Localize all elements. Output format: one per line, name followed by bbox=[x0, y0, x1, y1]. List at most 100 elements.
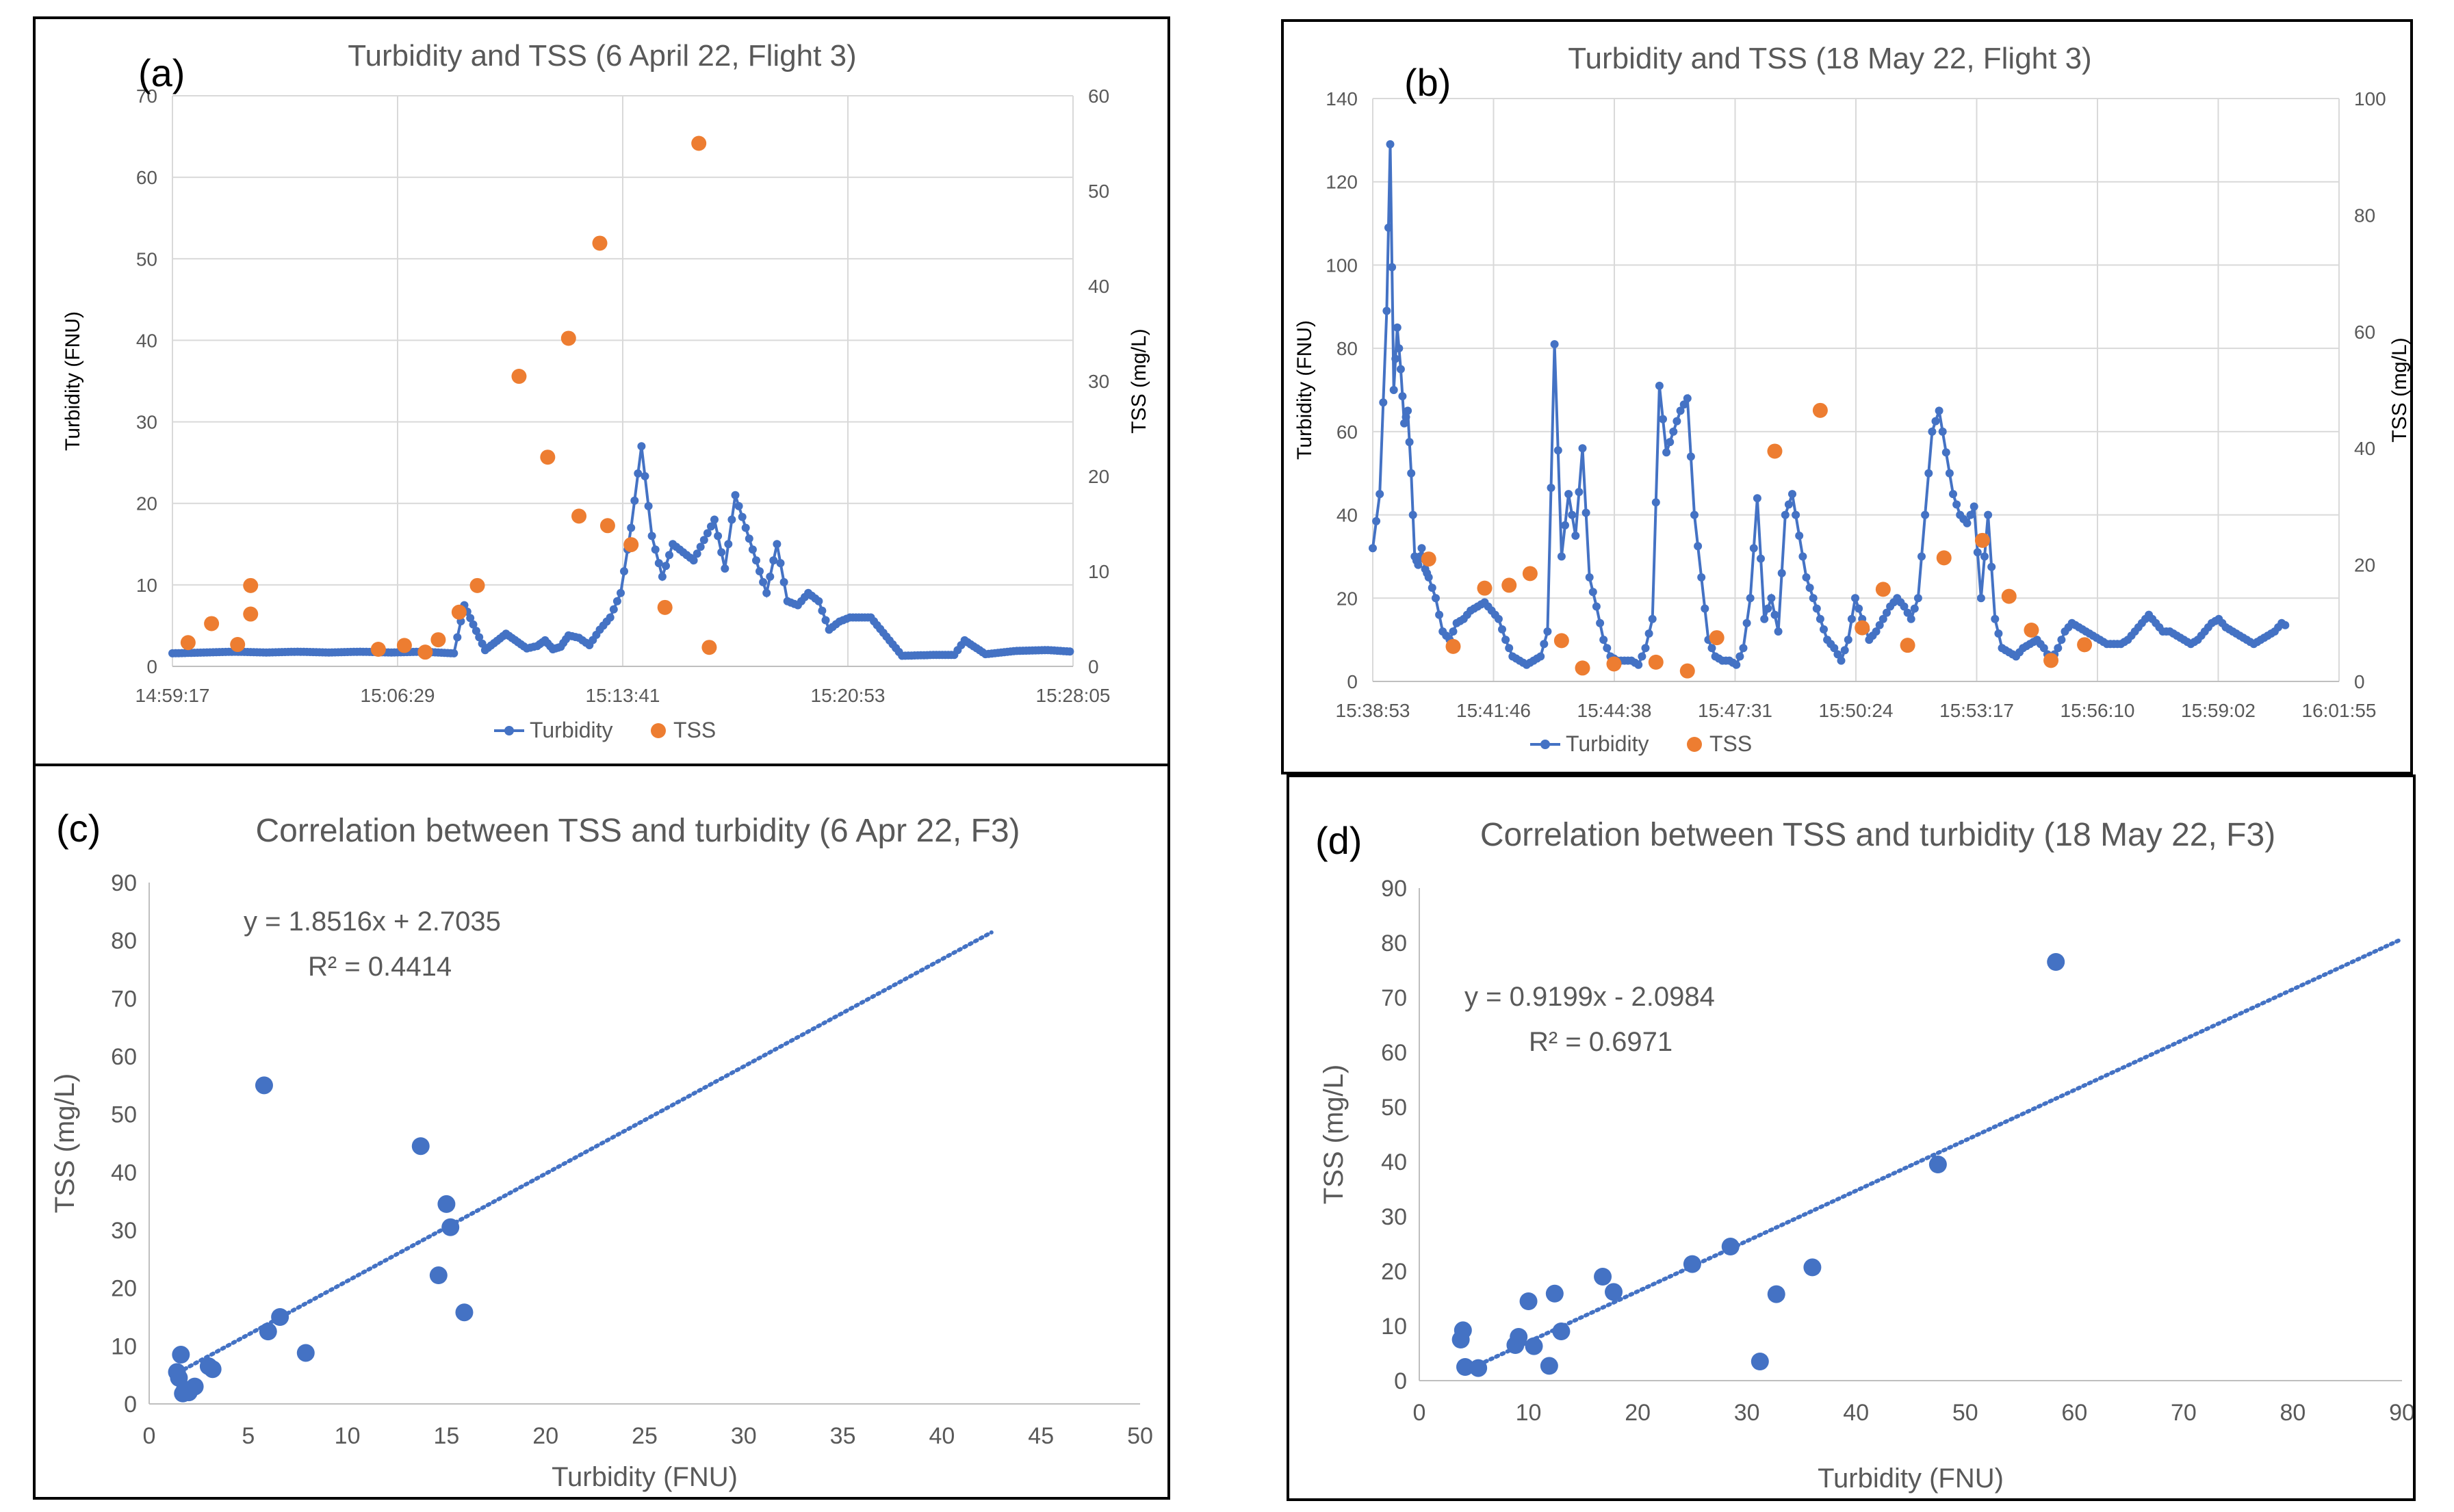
turbidity-point bbox=[1564, 490, 1573, 499]
turbidity-point bbox=[818, 606, 827, 615]
turbidity-point bbox=[1388, 263, 1397, 272]
y2-tick-label: 0 bbox=[2354, 671, 2365, 692]
data-point bbox=[1545, 1284, 1564, 1303]
turbidity-point bbox=[1847, 614, 1856, 623]
x-tick-label: 35 bbox=[830, 1423, 856, 1449]
turbidity-point bbox=[627, 523, 636, 532]
turbidity-point bbox=[472, 627, 480, 636]
turbidity-point bbox=[814, 597, 823, 605]
y-tick-label: 10 bbox=[136, 575, 157, 596]
turbidity-point bbox=[1820, 625, 1828, 634]
turbidity-point bbox=[1375, 490, 1384, 499]
tss-point bbox=[560, 330, 576, 346]
turbidity-point bbox=[1742, 618, 1751, 627]
tss-point bbox=[1679, 663, 1695, 679]
x-tick-label: 10 bbox=[1516, 1400, 1542, 1426]
turbidity-point bbox=[821, 616, 830, 625]
turbidity-point bbox=[1760, 614, 1769, 623]
y-tick-label: 0 bbox=[124, 1392, 137, 1418]
tss-point bbox=[1767, 443, 1783, 459]
x-tick-label: 14:59:17 bbox=[135, 685, 210, 706]
turbidity-point bbox=[1749, 544, 1758, 553]
data-point bbox=[172, 1346, 190, 1364]
tss-point bbox=[1501, 577, 1517, 593]
tss-point bbox=[451, 604, 467, 620]
y2-tick-label: 0 bbox=[1088, 656, 1099, 677]
tss-point bbox=[571, 508, 587, 524]
panel-letter: (b) bbox=[1404, 61, 1451, 104]
turbidity-point bbox=[1659, 415, 1667, 423]
chart-a-svg: 0 10 20 30 40 50 60 70 0 10 20 30 40 50 60 14:59:17 15:0… bbox=[62, 39, 1150, 742]
turbidity-point bbox=[1774, 627, 1783, 636]
chart-title: Turbidity and TSS (18 May 22, Flight 3) bbox=[1568, 42, 2091, 75]
turbidity-point bbox=[1924, 469, 1933, 478]
y-tick-label: 60 bbox=[1336, 421, 1358, 443]
turbidity-point bbox=[612, 597, 621, 605]
turbidity-point bbox=[1561, 521, 1569, 530]
y-tick-label: 90 bbox=[1381, 876, 1407, 902]
turbidity-point bbox=[766, 572, 775, 581]
turbidity-point bbox=[1644, 629, 1653, 638]
turbidity-point bbox=[689, 556, 698, 565]
y-tick-label: 40 bbox=[1336, 505, 1358, 526]
data-point bbox=[455, 1303, 474, 1322]
tss-point bbox=[1606, 656, 1622, 672]
y-tick-label: 50 bbox=[111, 1102, 137, 1128]
turbidity-point bbox=[1952, 500, 1961, 509]
turbidity-point bbox=[717, 548, 726, 557]
x-tick-label: 20 bbox=[1625, 1400, 1651, 1426]
turbidity-point bbox=[1398, 392, 1407, 401]
x-tick-label: 0 bbox=[143, 1423, 156, 1449]
tss-point bbox=[1900, 638, 1915, 653]
turbidity-point bbox=[1753, 494, 1761, 503]
y-tick-label: 20 bbox=[111, 1276, 137, 1302]
turbidity-point bbox=[762, 588, 771, 597]
turbidity-point bbox=[1384, 223, 1393, 232]
data-point bbox=[1552, 1322, 1571, 1340]
turbidity-point bbox=[644, 501, 653, 510]
turbidity-point bbox=[469, 620, 478, 629]
y-tick-label: 10 bbox=[1381, 1314, 1407, 1340]
turbidity-point bbox=[748, 545, 757, 554]
turbidity-point bbox=[1372, 517, 1381, 525]
turbidity-point bbox=[450, 649, 458, 657]
y-tick-label: 140 bbox=[1326, 88, 1358, 109]
turbidity-point bbox=[1844, 636, 1852, 644]
y-tick-label: 0 bbox=[1347, 671, 1358, 692]
panel-letter: (c) bbox=[56, 807, 101, 850]
turbidity-point bbox=[1065, 647, 1074, 656]
tss-point bbox=[691, 135, 707, 151]
legend-turbidity-marker bbox=[504, 726, 514, 735]
x-tick-label: 40 bbox=[929, 1423, 955, 1449]
turbidity-point bbox=[1599, 636, 1608, 644]
turbidity-point bbox=[1900, 602, 1909, 611]
turbidity-point bbox=[752, 556, 760, 565]
panel-a-turbidity-tss-timeseries: 0 10 20 30 40 50 60 70 0 10 20 30 40 50 60 14:59:17 15:0… bbox=[33, 16, 1170, 768]
y-tick-label: 80 bbox=[1381, 930, 1407, 956]
turbidity-point bbox=[651, 545, 660, 554]
y-tick-label: 50 bbox=[136, 248, 157, 270]
tss-point bbox=[540, 449, 556, 465]
data-point bbox=[429, 1266, 448, 1285]
turbidity-point bbox=[606, 613, 615, 622]
turbidity-point bbox=[475, 633, 484, 642]
turbidity-point bbox=[1921, 510, 1930, 519]
y-tick-label: 30 bbox=[1381, 1204, 1407, 1230]
data-point bbox=[2047, 953, 2065, 971]
turbidity-point bbox=[1833, 650, 1842, 659]
turbidity-point bbox=[1588, 588, 1597, 597]
data-point bbox=[1540, 1357, 1558, 1375]
tss-point bbox=[657, 599, 673, 615]
turbidity-point bbox=[1540, 640, 1549, 649]
tss-point bbox=[396, 638, 412, 653]
tss-point bbox=[1648, 654, 1664, 670]
turbidity-point bbox=[1648, 614, 1657, 623]
tss-point bbox=[701, 640, 717, 655]
legend-turbidity-label: Turbidity bbox=[530, 718, 613, 742]
x-tick-label: 15:53:17 bbox=[1939, 700, 2014, 721]
turbidity-point bbox=[727, 515, 736, 524]
x-tick-label: 15:28:05 bbox=[1036, 685, 1111, 706]
turbidity-point bbox=[1428, 584, 1436, 592]
x-tick-label: 15:41:46 bbox=[1456, 700, 1531, 721]
turbidity-point bbox=[478, 639, 487, 648]
